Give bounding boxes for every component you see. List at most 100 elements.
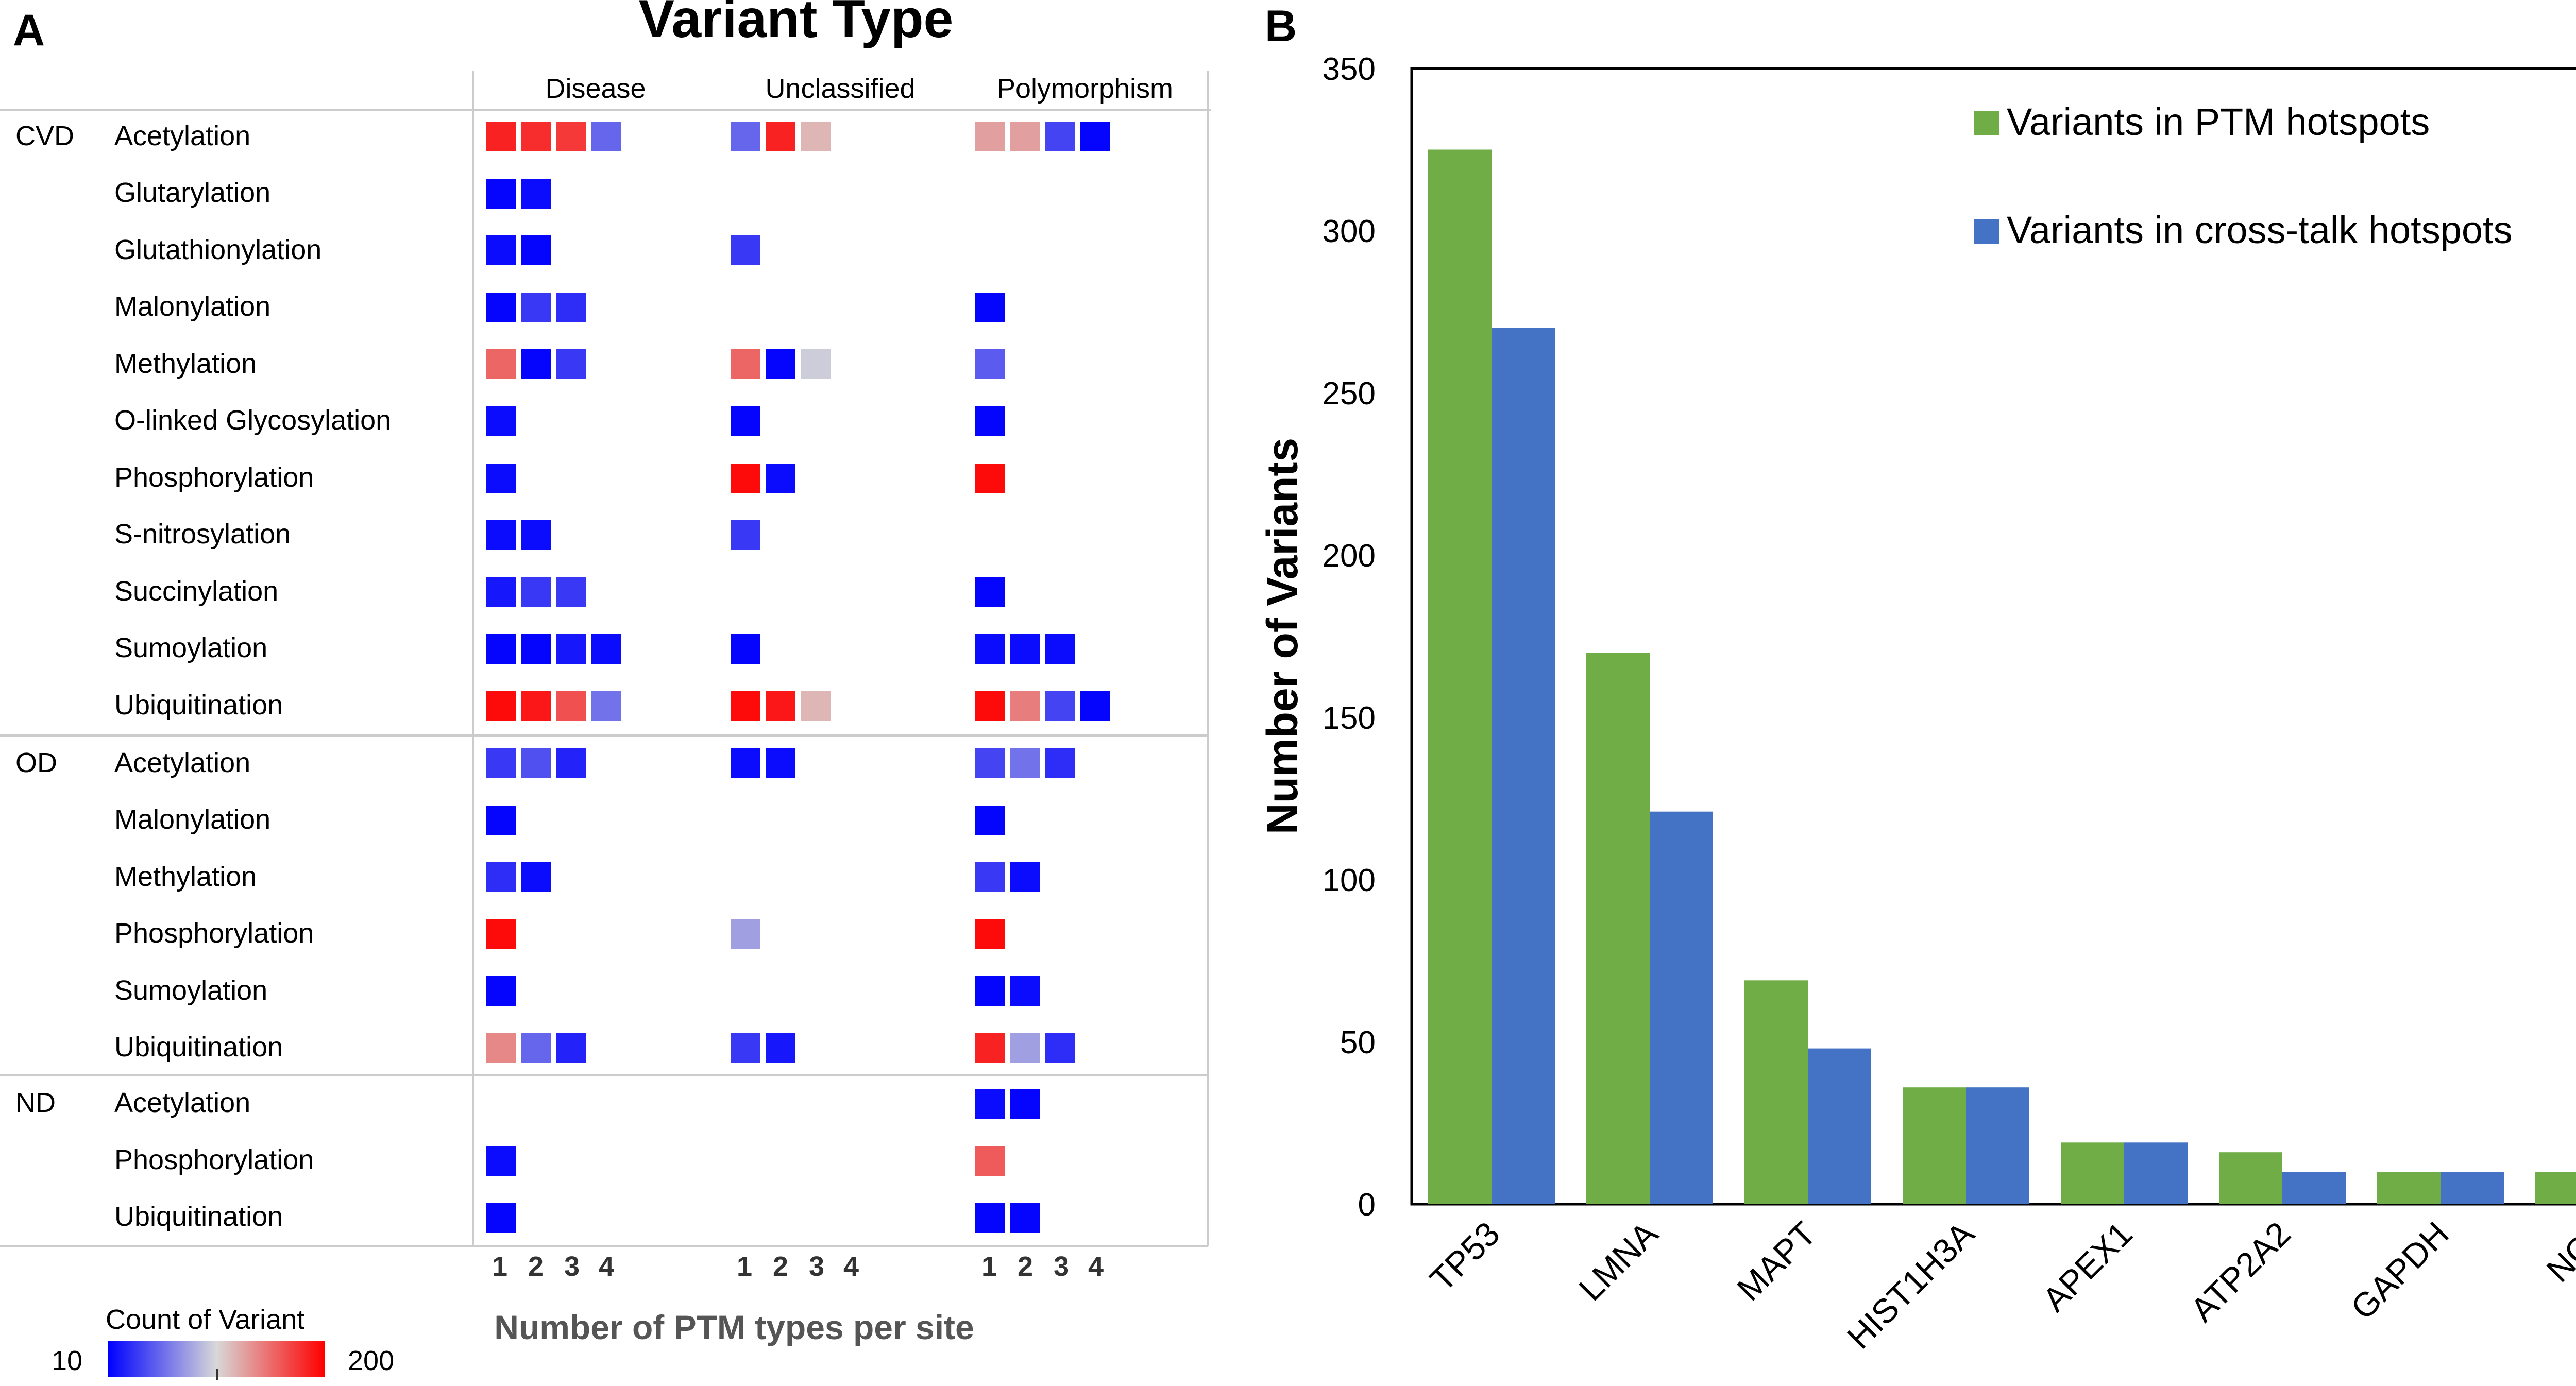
heatmap-cell — [1010, 1033, 1040, 1063]
row-label: Ubiquitination — [114, 1201, 283, 1232]
bar-ptm-hotspots — [2219, 1152, 2282, 1204]
bar-crosstalk-hotspots — [2441, 1172, 2504, 1204]
heatmap-cell — [486, 1203, 516, 1233]
heatmap-cell — [975, 748, 1005, 778]
bar-ptm-hotspots — [2061, 1142, 2124, 1204]
heatmap-cell — [1010, 748, 1040, 778]
y-ticks: 0 50 100 150 200 250 300 350 — [1323, 52, 1376, 1223]
heatmap-cell — [591, 122, 621, 151]
heatmap-cell — [521, 349, 551, 379]
y-tick-label: 350 — [1323, 52, 1376, 87]
heatmap-cell — [731, 634, 760, 664]
heatmap-cell — [801, 691, 831, 721]
heatmap-cell — [1010, 634, 1040, 664]
bar-crosstalk-hotspots — [1808, 1048, 1871, 1204]
heatmap-cell — [556, 122, 586, 151]
heatmap-cell — [766, 464, 795, 493]
row-label: Sumoylation — [114, 632, 267, 663]
column-label-polymorphism: Polymorphism — [997, 73, 1173, 104]
x-tick-label: 4 — [843, 1251, 859, 1282]
heatmap-cell — [975, 1089, 1005, 1119]
x-tick-label: NCL — [2539, 1214, 2576, 1290]
x-tick-label: TP53 — [1422, 1214, 1507, 1299]
heatmap-cell — [975, 293, 1005, 322]
x-tick-label: HIST1H3A — [1840, 1214, 1981, 1356]
row-label: Acetylation — [114, 121, 250, 151]
heatmap-cell — [975, 349, 1005, 379]
y-tick-label: 100 — [1323, 863, 1376, 898]
heatmap-cell — [521, 748, 551, 778]
panel-a-heatmap: A Variant Type Disease Unclassified Poly… — [0, 0, 1211, 1380]
row-label: O-linked Glycosylation — [114, 405, 391, 436]
x-tick-label: ATP2A2 — [2183, 1214, 2298, 1329]
heatmap-cell — [486, 235, 516, 265]
row-label: Acetylation — [114, 747, 250, 778]
row-label: Acetylation — [114, 1087, 250, 1118]
group-label-od: OD — [15, 747, 57, 778]
heatmap-cell — [1045, 122, 1075, 151]
y-tick-label: 50 — [1340, 1025, 1376, 1060]
bar-ptm-hotspots — [1586, 653, 1650, 1204]
heatmap-cell — [521, 293, 551, 322]
x-tick-label: 2 — [528, 1251, 544, 1282]
heatmap-cell — [766, 122, 795, 151]
heatmap-cell — [731, 122, 760, 151]
y-tick-label: 250 — [1323, 376, 1376, 412]
heatmap-cell — [486, 349, 516, 379]
heatmap-cell — [1010, 1203, 1040, 1233]
legend-swatch-crosstalk — [1974, 219, 1999, 244]
row-label: Succinylation — [114, 576, 278, 607]
heatmap-cell — [521, 577, 551, 607]
heatmap-cell — [486, 293, 516, 322]
heatmap-cell — [556, 691, 586, 721]
group-label-cvd: CVD — [15, 121, 74, 151]
heatmap-cell — [1010, 976, 1040, 1006]
heatmap-cell — [486, 691, 516, 721]
x-tick-label: 3 — [1054, 1251, 1069, 1282]
heatmap-cell — [521, 122, 551, 151]
row-label: Glutathionylation — [114, 234, 321, 265]
column-label-disease: Disease — [545, 73, 646, 104]
heatmap-cell — [975, 1203, 1005, 1233]
heatmap-cell — [591, 634, 621, 664]
x-tick-label: 2 — [1018, 1251, 1033, 1282]
heatmap-cell — [975, 464, 1005, 493]
column-label-unclassified: Unclassified — [765, 73, 915, 104]
heatmap-cell — [486, 862, 516, 892]
legend-label-ptm: Variants in PTM hotspots — [2007, 100, 2430, 143]
color-legend-min: 10 — [52, 1345, 82, 1376]
row-label: Phosphorylation — [114, 918, 314, 949]
legend-swatch-ptm — [1974, 111, 1999, 135]
x-tick-label: 3 — [564, 1251, 580, 1282]
x-ticks-unclassified: 1 2 3 4 — [737, 1251, 859, 1282]
bars — [1428, 149, 2576, 1204]
heatmap-cell — [975, 1146, 1005, 1176]
y-tick-label: 200 — [1323, 538, 1376, 574]
heatmap-cell — [591, 691, 621, 721]
heatmap-cell — [556, 1033, 586, 1063]
x-tick-label: LMNA — [1571, 1214, 1665, 1308]
x-tick-label: MAPT — [1730, 1214, 1823, 1308]
heatmap-cells — [486, 122, 1110, 1233]
heatmap-cell — [486, 748, 516, 778]
bar-ptm-hotspots — [1744, 980, 1808, 1204]
heatmap-cell — [766, 349, 795, 379]
heatmap-cell — [731, 406, 760, 436]
heatmap-cell — [731, 1033, 760, 1063]
heatmap-cell — [1010, 1089, 1040, 1119]
row-label: Phosphorylation — [114, 462, 314, 493]
heatmap-cell — [521, 634, 551, 664]
heatmap-x-title: Number of PTM types per site — [494, 1308, 974, 1346]
bar-crosstalk-hotspots — [1650, 811, 1713, 1204]
heatmap-title: Variant Type — [639, 0, 954, 49]
group-label-nd: ND — [15, 1087, 56, 1118]
heatmap-cell — [975, 806, 1005, 835]
x-tick-label: APEX1 — [2035, 1214, 2140, 1319]
panel-a-letter: A — [13, 6, 45, 55]
legend-label-crosstalk: Variants in cross-talk hotspots — [2007, 209, 2513, 251]
row-label: Methylation — [114, 861, 257, 892]
x-ticks-polymorphism: 1 2 3 4 — [981, 1251, 1104, 1282]
heatmap-cell — [801, 122, 831, 151]
y-tick-label: 300 — [1323, 214, 1376, 249]
heatmap-cell — [521, 862, 551, 892]
